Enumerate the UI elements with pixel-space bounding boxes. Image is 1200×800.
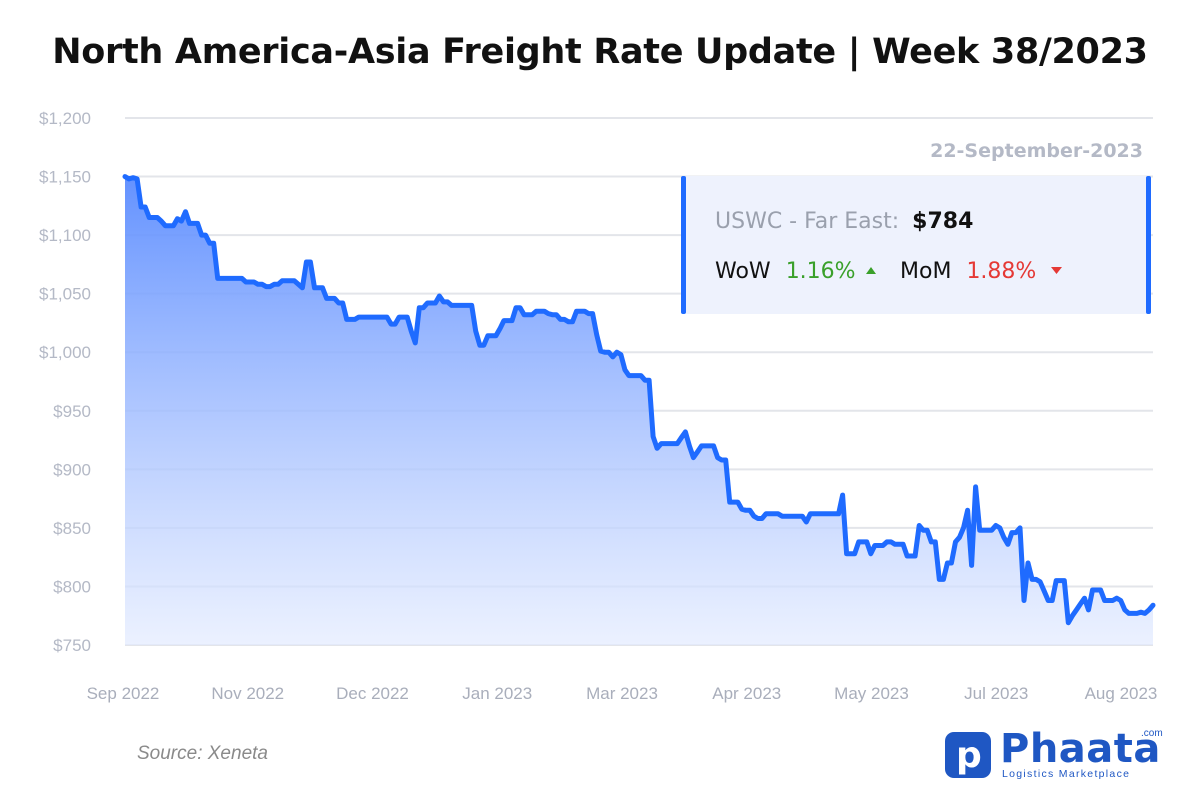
info-box-accent-left [681, 176, 686, 314]
area-fill [125, 176, 1153, 645]
y-tick-label: $1,000 [39, 343, 91, 362]
y-tick-label: $900 [53, 460, 91, 479]
wow-value: 1.16% [786, 259, 856, 284]
wow-label: WoW [715, 259, 771, 284]
y-axis-ticks: $750 $800 $850 $900 $950 $1,000 $1,050 $1,100 $1… [39, 109, 91, 655]
y-tick-label: $800 [53, 577, 91, 596]
svg-text:MoM 1.88%: MoM 1.88% [900, 259, 1036, 284]
series-line [122, 174, 1156, 626]
y-tick-label: $1,150 [39, 168, 91, 187]
info-box-accent-right [1146, 176, 1151, 314]
phaata-logo: p Phaata .com Logistics Marketplace [945, 726, 1175, 782]
down-arrow-icon [1051, 267, 1062, 274]
x-tick-label: May 2023 [834, 684, 909, 703]
x-axis-ticks: Sep 2022 Nov 2022 Dec 2022 Jan 2023 Mar 2023… [87, 684, 1158, 703]
y-tick-label: $850 [53, 519, 91, 538]
x-tick-label: Nov 2022 [211, 684, 284, 703]
x-tick-label: Jan 2023 [462, 684, 532, 703]
route-value: $784 [912, 209, 973, 234]
x-tick-label: Mar 2023 [586, 684, 658, 703]
x-tick-label: Aug 2023 [1085, 684, 1158, 703]
svg-text:WoW 1.16%: WoW 1.16% [715, 259, 856, 284]
x-tick-label: Jul 2023 [964, 684, 1028, 703]
y-tick-label: $1,200 [39, 109, 91, 128]
y-tick-label: $1,100 [39, 226, 91, 245]
y-tick-label: $750 [53, 636, 91, 655]
logo-tagline: Logistics Marketplace [1002, 768, 1131, 780]
logo-mark-icon: p [945, 732, 991, 778]
info-date: 22-September-2023 [930, 140, 1143, 162]
x-tick-label: Dec 2022 [336, 684, 409, 703]
svg-text:USWC - Far East: $784: USWC - Far East: $784 [715, 209, 973, 234]
route-label: USWC - Far East: [715, 209, 899, 234]
source-note: Source: Xeneta [137, 743, 268, 764]
info-box: USWC - Far East: $784 WoW 1.16% MoM 1.88… [681, 176, 1151, 314]
logo-wordmark: Phaata [1000, 726, 1161, 772]
up-arrow-icon [866, 267, 876, 274]
y-tick-label: $950 [53, 402, 91, 421]
logo-domain: .com [1141, 728, 1163, 739]
mom-value: 1.88% [966, 259, 1036, 284]
x-tick-label: Sep 2022 [87, 684, 160, 703]
y-tick-label: $1,050 [39, 285, 91, 304]
x-tick-label: Apr 2023 [712, 684, 781, 703]
chart-title: North America-Asia Freight Rate Update |… [52, 32, 1148, 72]
mom-label: MoM [900, 259, 951, 284]
